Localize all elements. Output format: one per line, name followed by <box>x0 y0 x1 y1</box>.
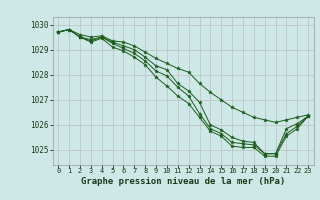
X-axis label: Graphe pression niveau de la mer (hPa): Graphe pression niveau de la mer (hPa) <box>81 177 285 186</box>
